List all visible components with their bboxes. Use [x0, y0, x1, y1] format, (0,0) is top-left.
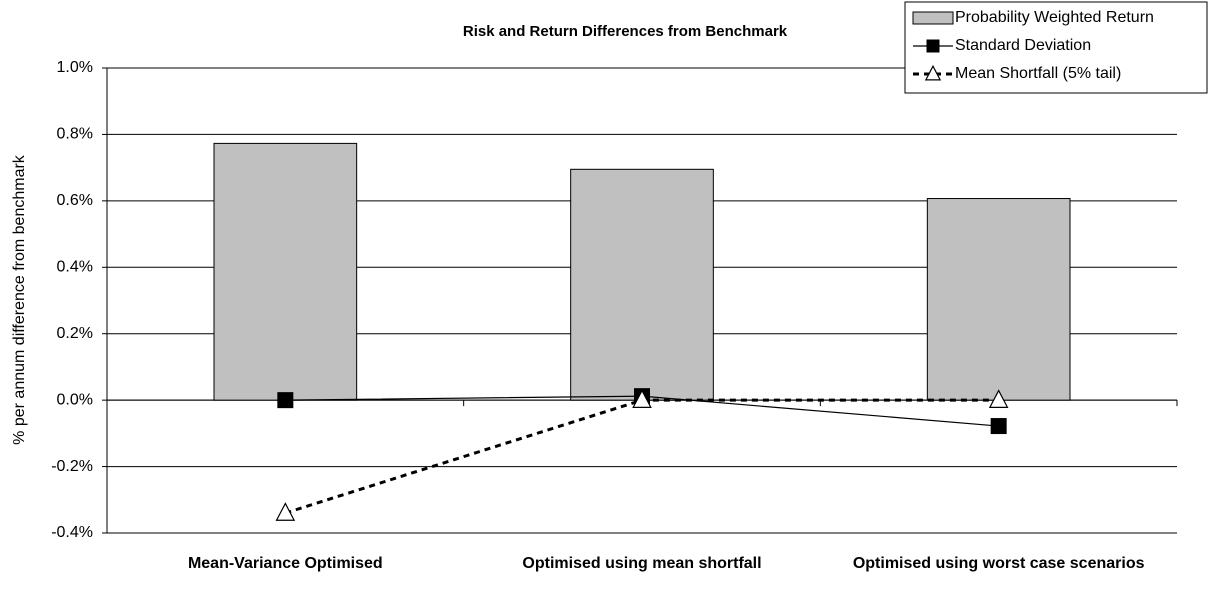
x-tick-label: Mean-Variance Optimised	[187, 555, 383, 572]
y-tick-label: 0.2%	[57, 325, 93, 342]
bar	[926, 198, 1071, 401]
y-tick-label: 0.4%	[57, 259, 93, 276]
y-tick-label: 0.0%	[57, 391, 93, 408]
legend-marker	[926, 39, 940, 53]
y-tick-label: -0.4%	[51, 524, 93, 541]
legend-label: Probability Weighted Return	[955, 9, 1154, 26]
legend-swatch	[912, 11, 954, 25]
marker	[277, 392, 294, 409]
marker	[988, 389, 1009, 408]
legend-marker	[924, 64, 942, 81]
y-tick-label: 0.6%	[57, 192, 93, 209]
y-tick-label: 1.0%	[57, 59, 93, 76]
x-tick-label: Optimised using worst case scenarios	[852, 555, 1145, 572]
y-tick-label: -0.2%	[51, 458, 93, 475]
legend-label: Standard Deviation	[955, 37, 1091, 54]
y-axis-label: % per annum difference from benchmark	[11, 154, 28, 445]
legend-label: Mean Shortfall (5% tail)	[955, 65, 1121, 82]
marker	[275, 502, 296, 521]
bar	[213, 142, 358, 401]
bar	[570, 168, 714, 401]
x-tick-label: Optimised using mean shortfall	[522, 555, 762, 572]
chart-title: Risk and Return Differences from Benchma…	[463, 23, 788, 40]
legend-box	[904, 1, 1208, 94]
marker	[990, 418, 1007, 435]
y-tick-label: 0.8%	[57, 126, 93, 143]
marker	[632, 389, 652, 408]
